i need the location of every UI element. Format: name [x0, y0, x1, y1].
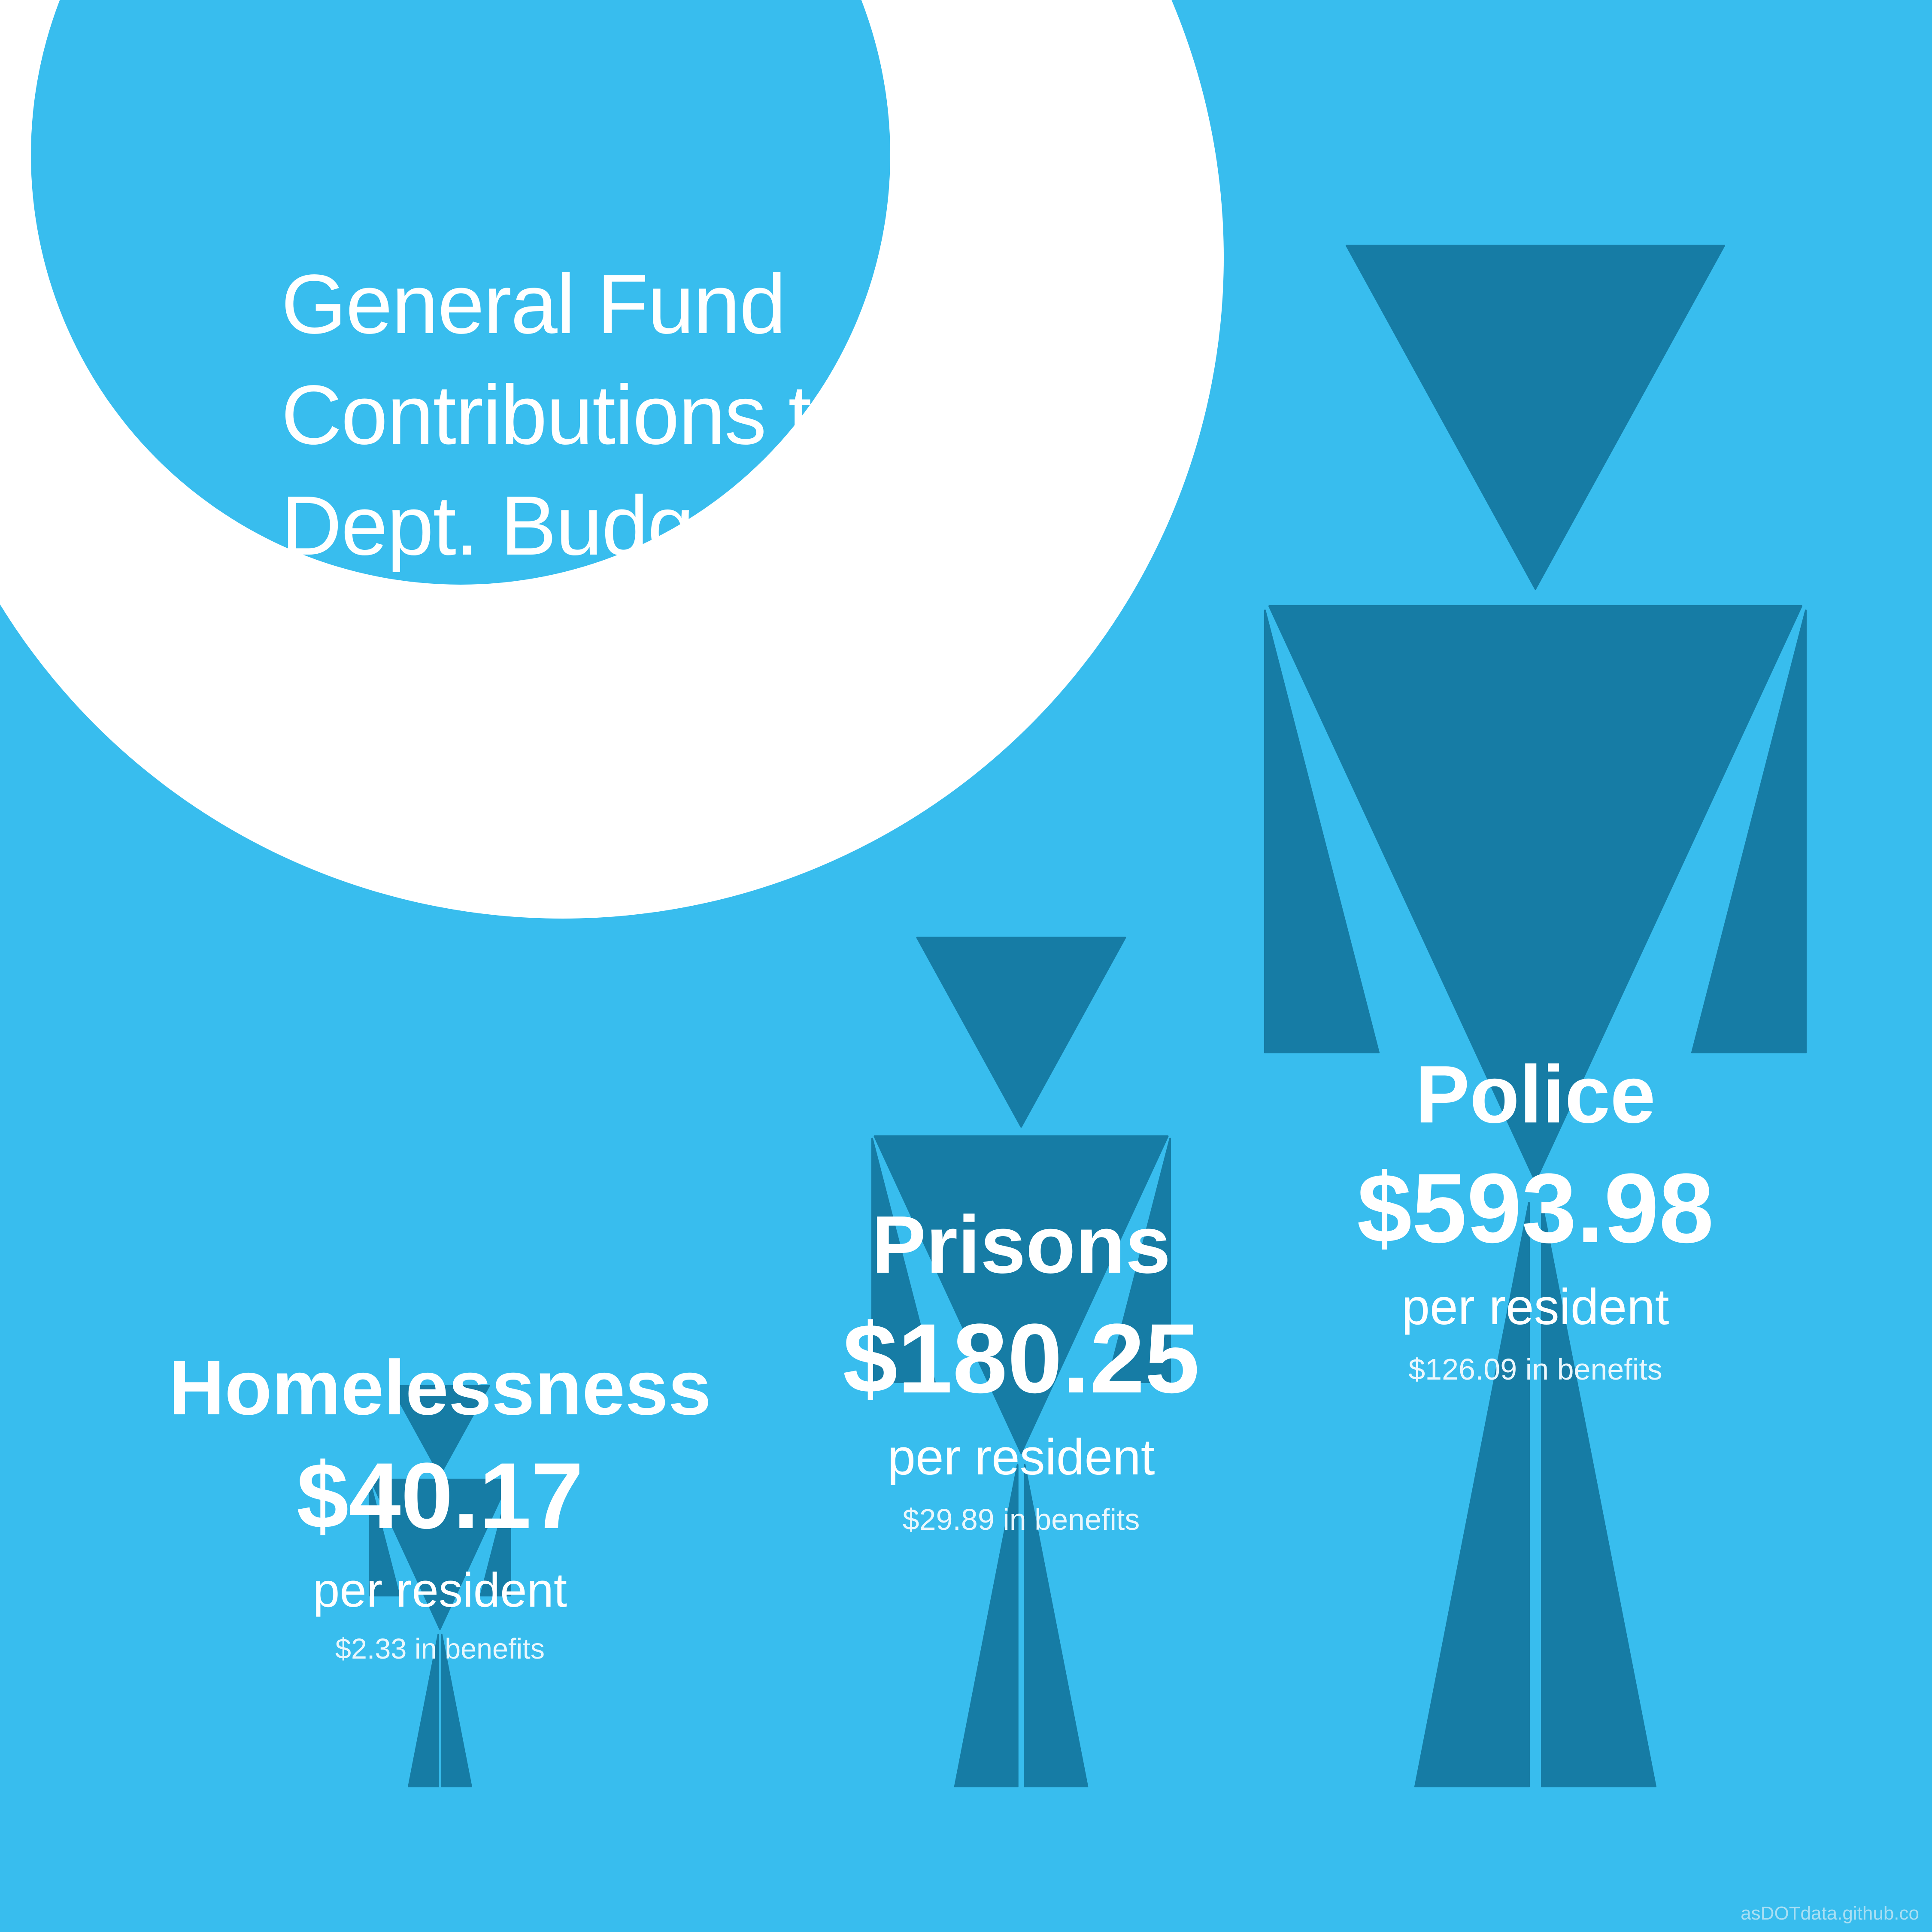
amount-prisons: $180.25	[843, 1303, 1200, 1413]
figure-head-prisons	[916, 937, 1126, 1128]
figure-right-arm-prisons	[1107, 1137, 1171, 1383]
figure-head-police	[1346, 245, 1725, 590]
figure-left-arm-police	[1264, 610, 1380, 1053]
title-line-1: General Fund	[281, 257, 786, 351]
title-block: General Fund Contributions to Dept. Budg…	[281, 249, 968, 857]
amount-police: $593.98	[1357, 1153, 1714, 1263]
benefits-police: $126.09 in benefits	[1408, 1353, 1662, 1386]
figure-left-leg-prisons	[954, 1464, 1019, 1787]
figure-right-leg-police	[1541, 1202, 1656, 1787]
figure-left-leg-police	[1414, 1202, 1530, 1787]
figure-right-arm-police	[1691, 610, 1807, 1053]
per-resident-police: per resident	[1401, 1279, 1669, 1335]
benefits-homelessness: $2.33 in benefits	[335, 1633, 545, 1665]
figure-right-arm-homelessness	[479, 1480, 511, 1597]
title-line-2: Contributions to	[281, 368, 858, 462]
figure-right-leg-prisons	[1024, 1464, 1089, 1787]
category-label-homelessness: Homelessness	[168, 1345, 712, 1431]
figure-left-arm-prisons	[871, 1137, 936, 1383]
label-homelessness: Homelessness $40.17 per resident $2.33 i…	[169, 1339, 711, 1674]
figure-torso-police	[1268, 605, 1802, 1182]
category-label-police: Police	[1415, 1049, 1656, 1140]
category-label-prisons: Prisons	[871, 1199, 1171, 1290]
figure-torso-homelessness	[370, 1478, 510, 1630]
source-credit: asDOTdata.github.co	[1741, 1903, 1919, 1924]
white-ring	[0, 0, 1224, 919]
label-prisons: Prisons $180.25 per resident $29.89 in b…	[843, 1193, 1199, 1545]
figure-head-homelessness	[390, 1385, 490, 1476]
title-and: and	[281, 589, 429, 683]
benefits-prisons: $29.89 in benefits	[902, 1503, 1140, 1536]
title-line-3: Dept. Budgets	[281, 479, 804, 573]
per-resident-prisons: per resident	[887, 1429, 1155, 1486]
title-line-5: Benefits	[281, 700, 579, 794]
figure-left-arm-homelessness	[369, 1480, 400, 1597]
subtitle: per Philly resident, 2020	[281, 815, 677, 856]
figure-right-leg-homelessness	[440, 1634, 472, 1787]
amount-homelessness: $40.17	[296, 1444, 584, 1548]
figure-torso-prisons	[873, 1135, 1169, 1454]
figure-left-leg-homelessness	[408, 1634, 440, 1787]
label-police: Police $593.98 per resident $126.09 in b…	[1357, 1043, 1714, 1395]
per-resident-homelessness: per resident	[313, 1563, 567, 1617]
